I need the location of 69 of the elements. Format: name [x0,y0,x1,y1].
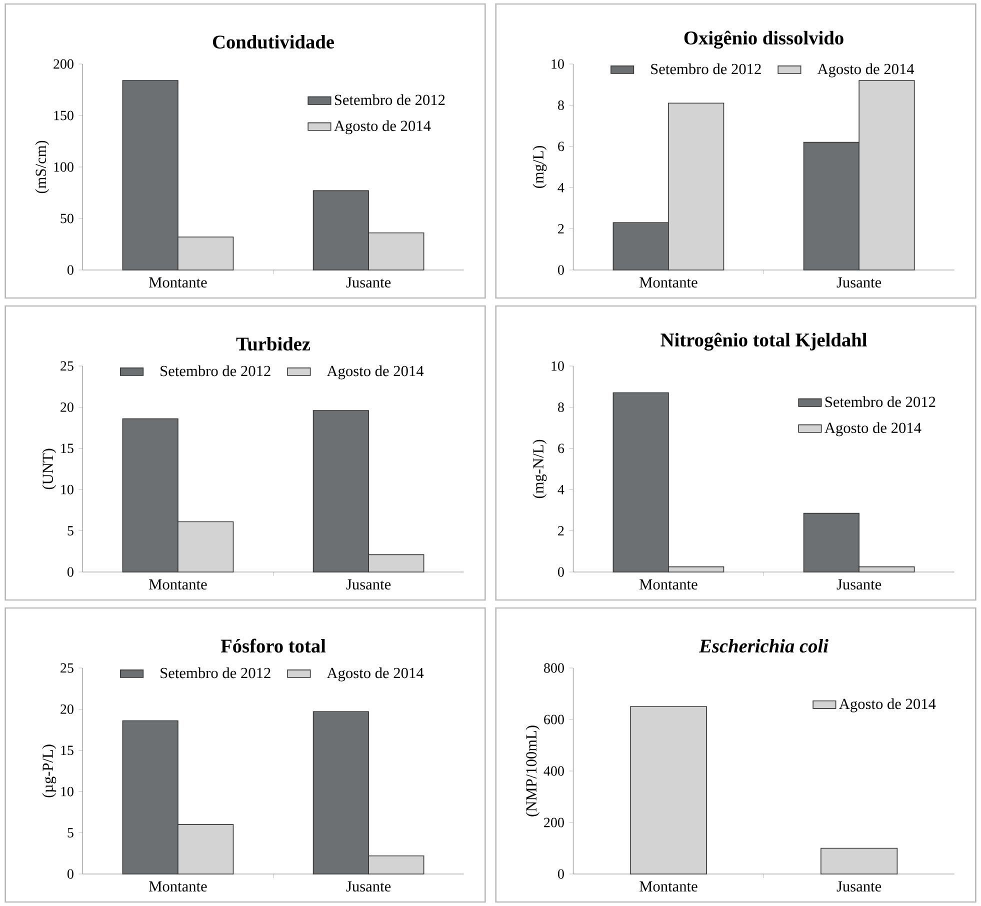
legend-label: Setembro de 2012 [160,667,270,678]
y-tick-label: 8 [558,100,564,110]
x-tick-label: Jusante [346,881,391,892]
legend-label: Agosto de 2014 [839,698,936,712]
y-tick-label: 0 [558,869,564,879]
y-tick-label: 4 [558,484,564,494]
y-tick-label: 600 [544,714,564,724]
legend-label: Setembro de 2012 [334,94,445,106]
y-tick-label: 6 [558,142,564,152]
y-tick-label: 8 [558,402,564,412]
chart-title: Oxigênio dissolvido [684,30,844,49]
x-tick-label: Jusante [346,579,391,590]
y-tick-label: 20 [60,704,74,714]
y-tick-label: 0 [67,265,74,275]
legend-label: Setembro de 2012 [651,63,761,74]
y-tick-label: 4 [558,182,564,192]
y-tick-label: 10 [61,484,74,494]
y-tick-label: 800 [544,663,564,673]
chart-title: Turbidez [236,336,310,351]
chart-title: Fósforo total [220,638,326,653]
x-tick-label: Jusante [836,277,882,288]
y-tick-label: 200 [54,59,74,69]
legend-label: Agosto de 2014 [326,365,424,380]
y-tick-label: 0 [558,567,564,577]
y-tick-label: 10 [552,361,564,371]
chart-title: Nitrogênio total Kjeldahl [660,332,867,351]
legend-label: Agosto de 2014 [824,422,922,436]
y-tick-label: 15 [61,444,74,454]
y-tick-label: 2 [558,224,564,234]
y-axis-title: (NMP/100mL) [526,726,540,816]
y-tick-label: 5 [68,828,74,838]
y-tick-label: 25 [60,361,74,371]
y-tick-label: 20 [60,402,74,412]
y-tick-label: 2 [558,526,564,536]
y-axis-title: (mg/L) [532,146,547,188]
x-tick-label: Jusante [836,881,882,892]
y-tick-label: 150 [54,110,74,120]
y-axis-title: (µg-P/L) [42,744,56,798]
x-tick-label: Jusante [346,277,391,288]
y-axis-title: (mS/cm) [35,140,50,194]
x-tick-label: Montante [149,881,207,892]
y-tick-label: 50 [60,214,74,224]
legend-label: Setembro de 2012 [160,365,270,376]
y-tick-label: 100 [54,162,74,172]
y-tick-label: 0 [558,265,564,275]
x-tick-label: Montante [640,881,698,892]
y-tick-label: 0 [67,869,74,879]
y-tick-label: 25 [60,663,74,673]
legend-label: Agosto de 2014 [326,667,424,682]
y-tick-label: 10 [552,59,564,69]
legend-label: Setembro de 2012 [825,396,936,408]
chart-title: Escherichia coli [698,638,828,653]
y-tick-label: 6 [558,444,564,454]
y-tick-label: 15 [61,746,74,756]
y-tick-label: 10 [61,786,74,796]
x-tick-label: Montante [149,579,207,590]
y-tick-label: 5 [68,526,74,536]
x-tick-label: Montante [149,277,207,288]
legend-label: Agosto de 2014 [817,63,914,78]
x-tick-label: Montante [640,579,698,590]
x-tick-label: Jusante [836,579,882,590]
y-tick-label: 200 [544,818,564,828]
y-tick-label: 400 [544,766,564,776]
chart-title: Condutividade [212,34,334,49]
y-axis-title: (mg-N/L) [532,440,547,498]
x-tick-label: Montante [640,277,698,288]
y-tick-label: 0 [67,567,74,577]
y-axis-title: (UNT) [42,448,56,490]
legend-label: Agosto de 2014 [334,120,431,134]
